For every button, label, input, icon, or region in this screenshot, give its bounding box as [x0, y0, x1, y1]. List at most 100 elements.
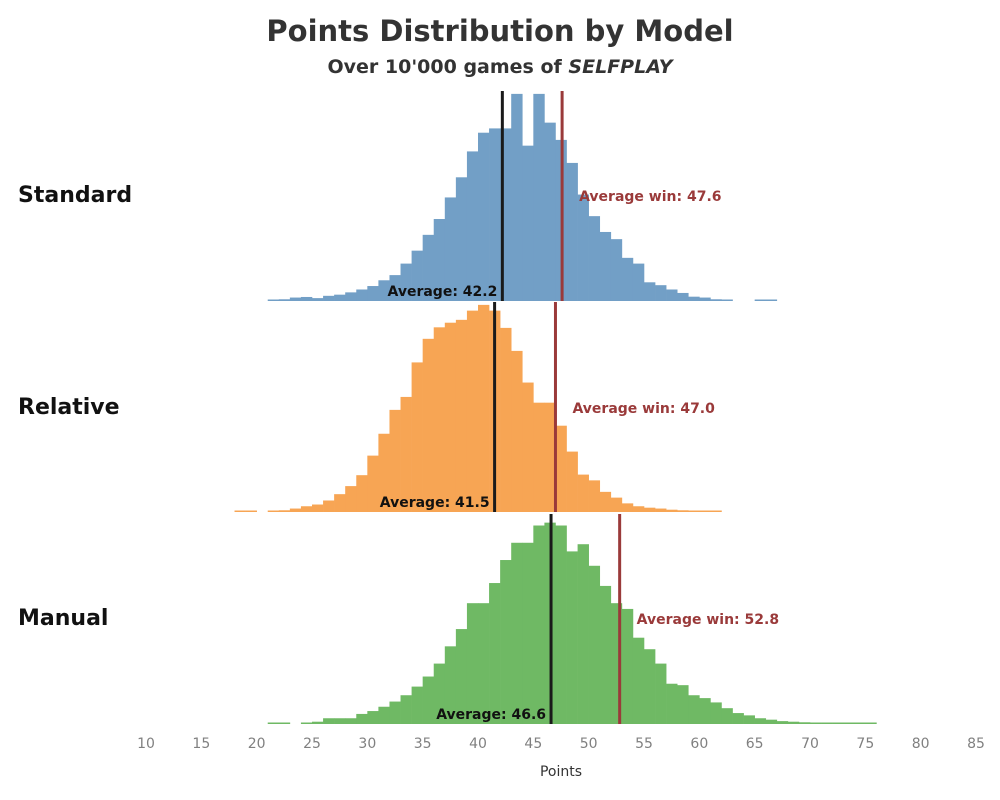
relative-bar: [655, 508, 667, 512]
manual-average-label: Average: 46.6: [436, 707, 546, 723]
x-tick-label: 60: [690, 736, 708, 752]
manual-bar: [312, 721, 324, 724]
manual-bar: [599, 585, 612, 724]
manual-bar: [334, 718, 346, 724]
relative-bar: [511, 350, 523, 512]
chart-title: Points Distribution by Model: [266, 14, 734, 48]
manual-bar: [754, 718, 767, 724]
x-tick-label: 70: [801, 736, 819, 752]
relative-bar: [312, 504, 324, 512]
manual-bar: [533, 525, 545, 724]
relative-bar: [367, 455, 379, 512]
standard-bar: [632, 263, 645, 301]
x-tick-label: 45: [524, 736, 542, 752]
x-tick-label: 30: [358, 736, 376, 752]
standard-bar: [754, 299, 767, 301]
x-tick-label: 20: [248, 736, 266, 752]
manual-bar: [511, 542, 523, 724]
relative-bar: [544, 402, 556, 512]
manual-bar: [278, 722, 291, 724]
relative-bar: [610, 497, 623, 512]
manual-bar: [644, 649, 656, 724]
standard-bar: [588, 216, 601, 301]
relative-bar: [533, 402, 545, 512]
relative-bar: [455, 319, 468, 512]
manual-bar: [721, 708, 733, 724]
x-tick-label: 50: [580, 736, 598, 752]
standard-bar: [655, 285, 667, 301]
standard-bar: [400, 263, 412, 301]
standard-bar: [710, 299, 722, 301]
relative-bar: [234, 510, 246, 512]
manual-bar: [810, 722, 822, 724]
relative-bar: [644, 507, 656, 512]
standard-bar: [478, 132, 490, 301]
standard-bar: [433, 219, 446, 301]
standard-bar: [566, 162, 578, 301]
standard-bar: [666, 289, 678, 301]
manual-bar: [688, 695, 700, 724]
manual-bar: [345, 718, 357, 724]
manual-bar: [378, 706, 390, 724]
standard-bar: [289, 297, 302, 301]
relative-bar: [411, 362, 423, 512]
manual-bar: [323, 718, 335, 724]
manual-row-label: Manual: [18, 606, 108, 631]
x-tick-label: 75: [856, 736, 874, 752]
standard-bar: [356, 289, 368, 301]
relative-bar: [466, 310, 479, 512]
manual-bar: [356, 713, 368, 724]
relative-bar: [278, 510, 291, 512]
manual-bar: [555, 525, 567, 724]
relative-bar: [699, 510, 711, 512]
relative-bar: [566, 451, 578, 512]
relative-bar: [444, 322, 457, 512]
standard-bar: [699, 297, 711, 301]
x-tick-label: 10: [137, 736, 155, 752]
manual-bar: [621, 608, 634, 724]
standard-bar: [334, 294, 346, 301]
x-tick-label: 15: [192, 736, 210, 752]
standard-bar: [511, 93, 523, 301]
x-axis-label: Points: [540, 764, 582, 780]
manual-bar: [500, 560, 512, 724]
manual-bar: [588, 565, 601, 724]
relative-bar: [334, 494, 346, 512]
relative-bar: [632, 506, 645, 512]
relative-bar: [323, 500, 335, 512]
standard-bar: [300, 296, 313, 301]
standard-bar: [422, 234, 435, 301]
relative-bar: [666, 509, 678, 512]
relative-bar: [588, 480, 601, 512]
manual-bar: [267, 722, 280, 724]
manual-bar: [655, 663, 667, 724]
x-tick-label: 65: [746, 736, 764, 752]
standard-bar: [765, 299, 778, 301]
standard-bar: [312, 298, 324, 301]
manual-bar: [389, 701, 401, 724]
manual-bar: [367, 711, 379, 724]
standard-bar: [599, 231, 612, 301]
x-tick-label: 40: [469, 736, 487, 752]
manual-bar: [743, 715, 755, 724]
standard-bar: [533, 93, 545, 301]
relative-bar: [433, 327, 446, 512]
subtitle-text: Over 10'000 games of: [327, 56, 569, 78]
manual-bar: [666, 683, 678, 724]
manual-bar: [699, 698, 711, 724]
relative-bar: [478, 304, 490, 512]
relative-bar: [289, 508, 302, 512]
relative-bar: [677, 510, 689, 512]
standard-bar: [444, 197, 457, 301]
x-tick-label: 80: [912, 736, 930, 752]
standard-bar: [688, 296, 700, 301]
relative-bar: [267, 510, 280, 512]
subtitle-emphasis: SELFPLAY: [568, 56, 673, 78]
relative-bar: [710, 510, 722, 512]
manual-bar: [422, 676, 435, 724]
manual-bar: [400, 695, 412, 724]
manual-bar: [710, 702, 722, 724]
relative-bar: [245, 510, 257, 512]
manual-bar: [444, 646, 457, 724]
manual-bar: [478, 603, 490, 724]
